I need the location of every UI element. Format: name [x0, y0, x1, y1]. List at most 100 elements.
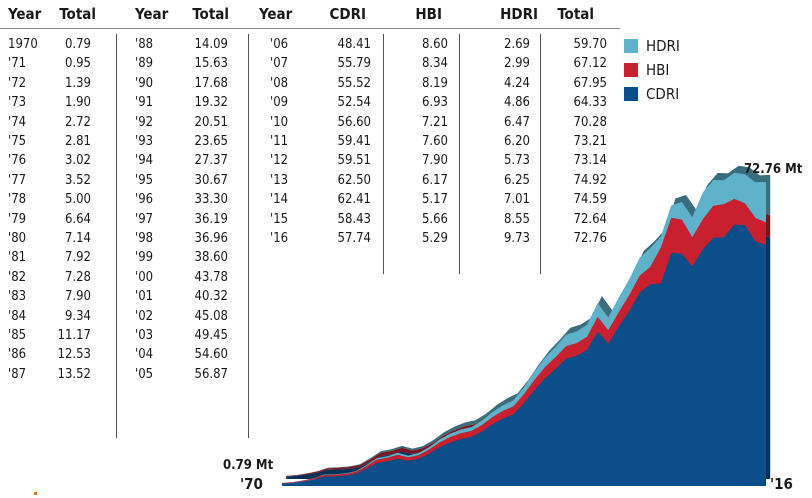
- area-series-hdri: [282, 172, 766, 483]
- column-separator: [540, 34, 541, 274]
- table-header-hdri: HDRI: [500, 5, 538, 23]
- table-value-cell: 7.21: [421, 114, 448, 130]
- table-year-cell: '81: [8, 250, 27, 266]
- table-value-cell: 57.74: [337, 231, 371, 246]
- table-year-cell: '74: [8, 114, 27, 130]
- table-year-cell: '02: [135, 308, 154, 324]
- table-year-cell: '85: [8, 328, 27, 343]
- table-year-cell: '04: [135, 347, 154, 363]
- table-year-cell: '88: [135, 37, 154, 52]
- table-year-cell: '98: [135, 231, 154, 246]
- legend-swatch: [624, 39, 638, 53]
- table-value-cell: 33.30: [194, 192, 228, 208]
- table-year-cell: '10: [270, 114, 289, 130]
- table-value-cell: 1.39: [64, 75, 91, 91]
- table-header-year: Year: [259, 5, 293, 23]
- table-value-cell: 72.64: [573, 211, 607, 227]
- table-value-cell: 56.87: [194, 366, 228, 382]
- table-value-cell: 6.93: [421, 95, 448, 111]
- table-year-cell: '03: [135, 328, 154, 343]
- table-year-cell: '80: [8, 231, 27, 246]
- table-value-cell: 73.21: [573, 134, 607, 149]
- column-separator: [383, 34, 384, 274]
- table-year-cell: '14: [270, 192, 289, 208]
- header-rule: [0, 28, 620, 29]
- table-value-cell: 3.02: [64, 153, 91, 169]
- table-value-cell: 36.19: [194, 211, 228, 227]
- table-value-cell: 6.17: [421, 172, 448, 188]
- table-year-cell: '97: [135, 211, 154, 227]
- table-value-cell: 74.59: [573, 192, 607, 208]
- table-value-cell: 43.78: [194, 269, 228, 285]
- column-separator: [459, 34, 460, 274]
- table-year-cell: '00: [135, 269, 154, 285]
- table-value-cell: 64.33: [573, 95, 607, 111]
- table-header-cdri: CDRI: [329, 5, 366, 23]
- table-year-cell: '94: [135, 153, 154, 169]
- legend-swatch: [624, 87, 638, 101]
- table-year-cell: '95: [135, 172, 154, 188]
- table-year-cell: '91: [135, 95, 154, 111]
- table-value-cell: 54.60: [194, 347, 228, 363]
- table-year-cell: '07: [270, 56, 289, 72]
- table-value-cell: 7.01: [503, 192, 530, 208]
- table-year-cell: 1970: [8, 37, 38, 52]
- table-year-cell: '99: [135, 250, 154, 266]
- table-year-cell: '83: [8, 289, 27, 305]
- table-value-cell: 7.60: [421, 134, 448, 149]
- table-value-cell: 4.24: [503, 75, 530, 91]
- table-value-cell: 30.67: [194, 172, 228, 188]
- table-value-cell: 2.99: [503, 56, 530, 72]
- area-series-cdri: [282, 224, 766, 487]
- table-value-cell: 62.50: [337, 172, 371, 188]
- table-header-hbi: HBI: [415, 5, 442, 23]
- table-value-cell: 9.34: [64, 308, 91, 324]
- end-year-annotation: '16: [770, 475, 793, 493]
- legend-label: HDRI: [646, 37, 680, 55]
- legend-label: HBI: [646, 61, 670, 79]
- corner-marker: [34, 492, 37, 495]
- table-value-cell: 55.52: [337, 75, 371, 91]
- table-year-cell: '71: [8, 56, 27, 72]
- table-value-cell: 5.17: [421, 192, 448, 208]
- table-year-cell: '05: [135, 366, 154, 382]
- table-header-year: Year: [8, 5, 42, 23]
- table-value-cell: 13.52: [57, 366, 91, 382]
- table-header-total: Total: [557, 5, 594, 23]
- table-year-cell: '75: [8, 134, 27, 149]
- table-value-cell: 56.60: [337, 114, 371, 130]
- table-value-cell: 67.12: [573, 56, 607, 72]
- table-value-cell: 7.28: [64, 269, 91, 285]
- table-value-cell: 45.08: [194, 308, 228, 324]
- start-year-annotation: '70: [240, 475, 263, 493]
- table-value-cell: 19.32: [194, 95, 228, 111]
- table-year-cell: '06: [270, 37, 289, 52]
- table-value-cell: 7.14: [64, 231, 91, 246]
- table-year-cell: '92: [135, 114, 154, 130]
- table-value-cell: 8.60: [421, 37, 448, 52]
- table-year-cell: '77: [8, 172, 27, 188]
- table-value-cell: 62.41: [337, 192, 371, 208]
- legend-label: CDRI: [646, 85, 680, 103]
- table-year-cell: '12: [270, 153, 289, 169]
- table-value-cell: 3.52: [64, 172, 91, 188]
- table-year-cell: '15: [270, 211, 289, 227]
- column-separator: [248, 34, 249, 438]
- table-value-cell: 1.90: [64, 95, 91, 111]
- table-value-cell: 59.51: [337, 153, 371, 169]
- table-value-cell: 0.79: [64, 37, 91, 52]
- table-value-cell: 7.90: [421, 153, 448, 169]
- table-value-cell: 73.14: [573, 153, 607, 169]
- table-value-cell: 48.41: [337, 37, 371, 52]
- table-year-cell: '16: [270, 231, 289, 246]
- table-year-cell: '09: [270, 95, 289, 111]
- table-value-cell: 74.92: [573, 172, 607, 188]
- table-value-cell: 14.09: [194, 37, 228, 52]
- table-value-cell: 8.19: [421, 75, 448, 91]
- table-value-cell: 67.95: [573, 75, 607, 91]
- table-year-cell: '96: [135, 192, 154, 208]
- table-value-cell: 4.86: [503, 95, 530, 111]
- table-value-cell: 55.79: [337, 56, 371, 72]
